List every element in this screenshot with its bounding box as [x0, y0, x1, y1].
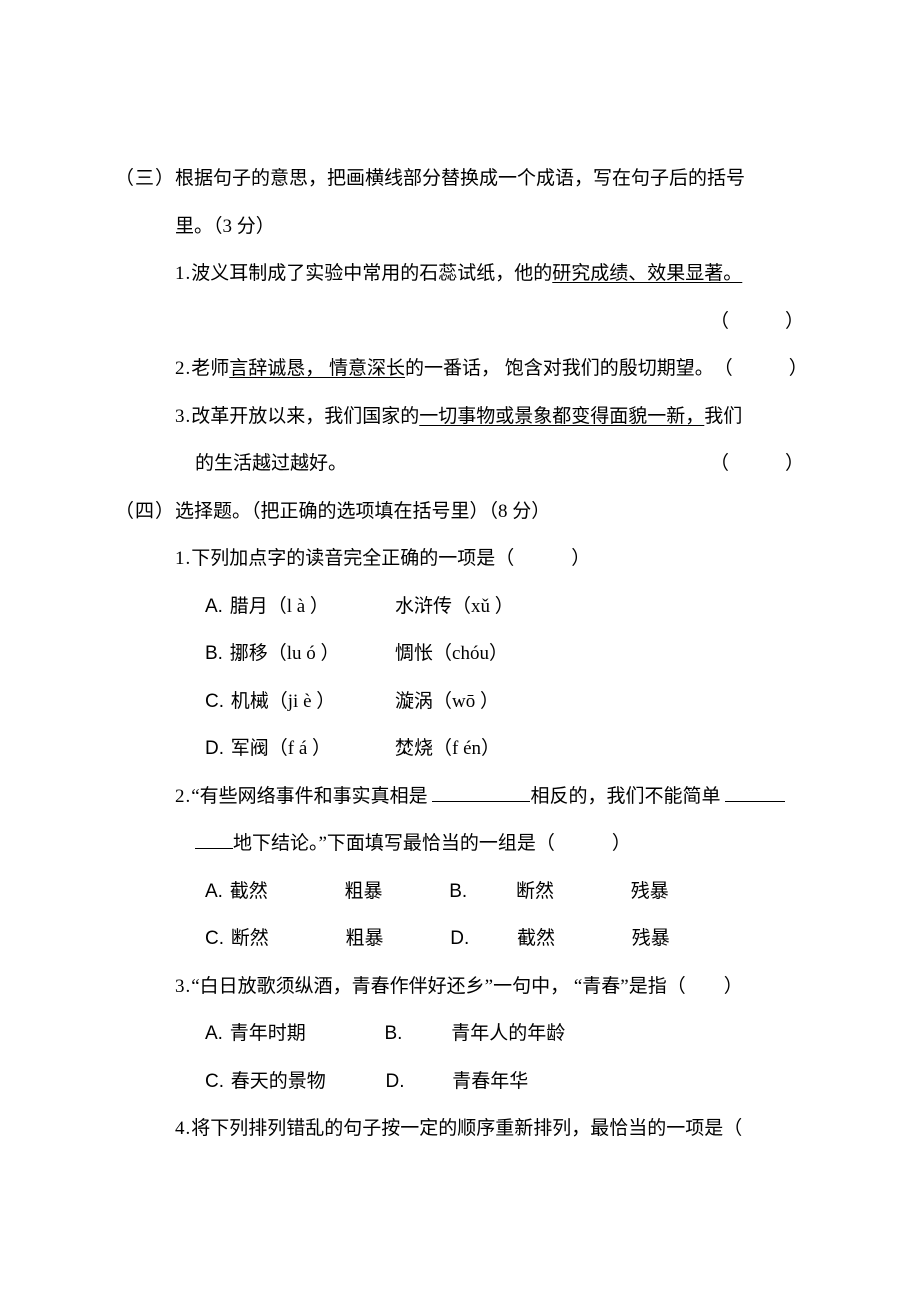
- s4-q4: 4. 将下列排列错乱的句子按一定的顺序重新排列，最恰当的一项是（: [175, 1105, 810, 1153]
- s4-q2-C[interactable]: 断然: [231, 915, 341, 963]
- s4-q3-C[interactable]: 春天的景物: [231, 1058, 381, 1106]
- section-4-num: （四）: [115, 488, 175, 536]
- s4-q2-A[interactable]: 截然: [230, 868, 340, 916]
- s3-q3-blank[interactable]: （ ）: [710, 440, 810, 488]
- s3-q3-num: 3.: [175, 393, 191, 441]
- s4-q2-stem1: “有些网络事件和事实真相是 相反的，我们不能简单: [191, 773, 810, 821]
- s3-q3-underline: 一切事物或景象都变得面貌一新，: [419, 406, 704, 427]
- s3-q1-underline: 研究成绩、效果显著。: [552, 263, 742, 284]
- s4-q3-optCD: C. 春天的景物 D. 青春年华: [175, 1058, 810, 1106]
- s3-q3-text2: 的生活越过越好。: [195, 440, 347, 488]
- s4-q2-B[interactable]: 断然: [516, 868, 626, 916]
- s3-q1-blank-row: （ ）: [175, 298, 810, 346]
- s3-q3-text1: 改革开放以来，我们国家的一切事物或景象都变得面貌一新，我们: [191, 393, 810, 441]
- s4-q2-line2: 地下结论。”下面填写最恰当的一组是（ ）: [175, 820, 810, 868]
- s4-q2-blank2b[interactable]: [195, 831, 233, 849]
- s4-q1: 1. 下列加点字的读音完全正确的一项是（ ）: [175, 535, 810, 583]
- s4-q3-optAB: A. 青年时期 B. 青年人的年龄: [175, 1010, 810, 1058]
- s4-q3-stem: “白日放歌须纵酒，青春作伴好还乡”一句中， “青春”是指（ ）: [191, 963, 810, 1011]
- s3-q2-text: 老师言辞诚恳， 情意深长的一番话， 饱含对我们的殷切期望。: [191, 345, 714, 393]
- s3-q2-blank[interactable]: （ ）: [714, 345, 814, 393]
- s4-q1-stem: 下列加点字的读音完全正确的一项是（ ）: [191, 535, 810, 583]
- s3-q1-blank[interactable]: （ ）: [710, 298, 810, 346]
- section-4-title: 选择题。（把正确的选项填在括号里）（8 分）: [175, 488, 810, 536]
- s3-q1-num: 1.: [175, 250, 191, 298]
- s4-q1-optA[interactable]: A. 腊月（l à ） 水浒传（xǔ ）: [175, 583, 810, 631]
- s3-q3-line1: 3. 改革开放以来，我们国家的一切事物或景象都变得面貌一新，我们: [175, 393, 810, 441]
- s4-q2-blank2a[interactable]: [725, 783, 785, 801]
- s3-q1-text: 波义耳制成了实验中常用的石蕊试纸，他的研究成绩、效果显著。: [191, 250, 810, 298]
- s4-q2-blank1[interactable]: [432, 783, 530, 801]
- s4-q4-num: 4.: [175, 1105, 191, 1153]
- s4-q2-num: 2.: [175, 773, 191, 821]
- s4-q2-optAB: A. 截然 粗暴 B. 断然 残暴: [175, 868, 810, 916]
- s4-q3: 3. “白日放歌须纵酒，青春作伴好还乡”一句中， “青春”是指（ ）: [175, 963, 810, 1011]
- section-3-title-line2: 里。（3 分）: [115, 203, 810, 251]
- s4-q1-optC[interactable]: C. 机械（ji è ） 漩涡（wō ）: [175, 678, 810, 726]
- s4-q4-stem: 将下列排列错乱的句子按一定的顺序重新排列，最恰当的一项是（: [191, 1105, 810, 1153]
- section-4-header: （四） 选择题。（把正确的选项填在括号里）（8 分）: [115, 488, 810, 536]
- s3-q2: 2. 老师言辞诚恳， 情意深长的一番话， 饱含对我们的殷切期望。 （ ）: [175, 345, 810, 393]
- s3-q2-num: 2.: [175, 345, 191, 393]
- section-3-title-line1: 根据句子的意思，把画横线部分替换成一个成语，写在句子后的括号: [175, 155, 810, 203]
- section-3-num: （三）: [115, 155, 175, 203]
- s3-q2-underline: 言辞诚恳， 情意深长: [229, 358, 405, 379]
- s4-q3-num: 3.: [175, 963, 191, 1011]
- s3-q3-line2: 的生活越过越好。 （ ）: [175, 440, 810, 488]
- s4-q3-D[interactable]: 青春年华: [452, 1058, 528, 1106]
- s4-q1-num: 1.: [175, 535, 191, 583]
- s4-q2-optCD: C. 断然 粗暴 D. 截然 残暴: [175, 915, 810, 963]
- s4-q1-optB[interactable]: B. 挪移（lu ó ） 惆怅（chóu）: [175, 630, 810, 678]
- s4-q3-A[interactable]: 青年时期: [230, 1010, 380, 1058]
- s4-q1-optD[interactable]: D. 军阀（f á ） 焚烧（f én）: [175, 725, 810, 773]
- s4-q3-B[interactable]: 青年人的年龄: [451, 1010, 565, 1058]
- s4-q2-D[interactable]: 截然: [517, 915, 627, 963]
- s3-q1: 1. 波义耳制成了实验中常用的石蕊试纸，他的研究成绩、效果显著。: [175, 250, 810, 298]
- section-3-header: （三） 根据句子的意思，把画横线部分替换成一个成语，写在句子后的括号: [115, 155, 810, 203]
- s4-q2-line1: 2. “有些网络事件和事实真相是 相反的，我们不能简单: [175, 773, 810, 821]
